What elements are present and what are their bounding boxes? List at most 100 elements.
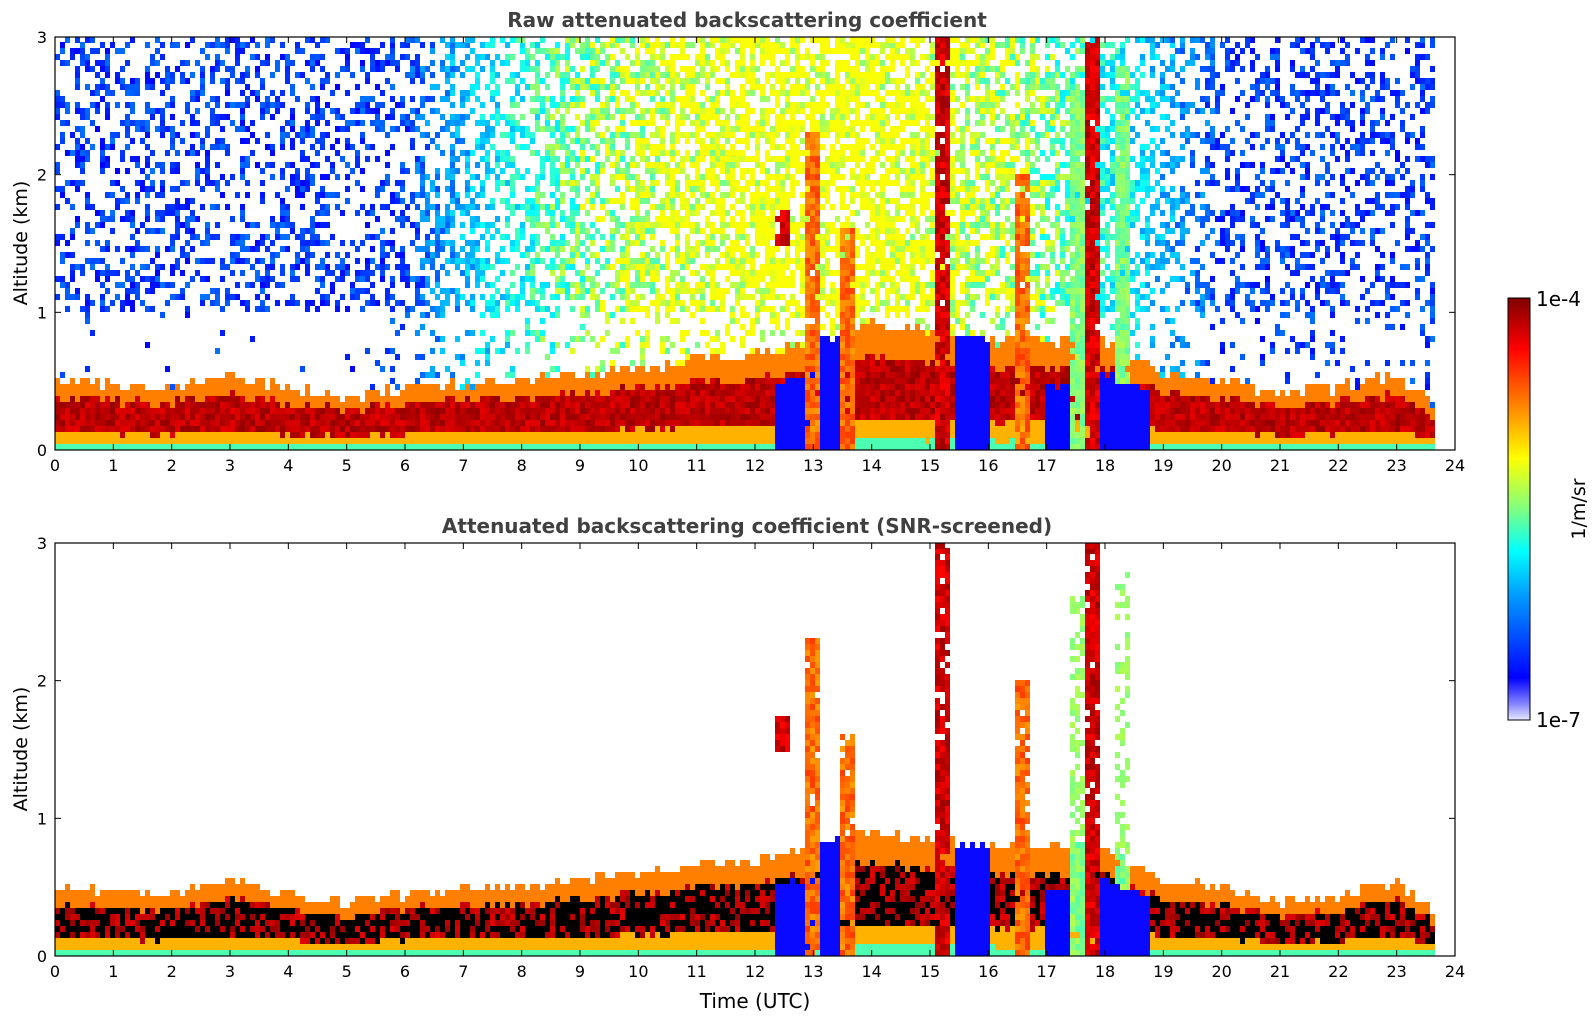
heat-cell xyxy=(550,222,555,228)
heat-cell xyxy=(435,222,440,228)
heat-cell xyxy=(515,246,520,252)
heat-cell xyxy=(650,300,655,306)
heat-cell xyxy=(550,270,555,276)
heat-cell xyxy=(490,426,495,432)
heat-cell xyxy=(665,402,670,408)
heat-cell xyxy=(580,402,585,408)
heat-cell xyxy=(730,240,735,246)
heat-cell xyxy=(665,288,670,294)
heat-cell xyxy=(540,222,545,228)
heat-cell xyxy=(740,258,745,264)
heat-cell xyxy=(175,258,180,264)
heat-cell xyxy=(315,234,320,240)
heat-cell xyxy=(60,48,65,54)
heat-cell xyxy=(620,288,625,294)
heat-cell xyxy=(655,294,660,300)
heat-cell xyxy=(670,276,675,282)
heat-cell xyxy=(545,246,550,252)
heat-cell xyxy=(755,432,760,438)
heat-cell xyxy=(625,258,630,264)
heat-cell xyxy=(290,300,295,306)
heat-cell xyxy=(735,426,740,432)
heat-cell xyxy=(355,210,360,216)
heat-cell xyxy=(720,132,725,138)
heat-cell xyxy=(730,360,735,366)
heat-cell xyxy=(235,78,240,84)
heat-cell xyxy=(60,390,65,396)
heat-cell xyxy=(740,390,745,396)
heat-cell xyxy=(140,168,145,174)
heat-cell xyxy=(575,78,580,84)
heat-cell xyxy=(575,37,580,43)
heat-cell xyxy=(720,348,725,354)
heat-cell xyxy=(60,252,65,258)
heat-cell xyxy=(335,84,340,90)
heat-cell xyxy=(715,144,720,150)
heat-cell xyxy=(130,276,135,282)
heat-cell xyxy=(265,396,270,402)
heat-cell xyxy=(740,102,745,108)
heat-cell xyxy=(275,228,280,234)
heat-cell xyxy=(625,66,630,72)
heat-cell xyxy=(570,222,575,228)
heat-cell xyxy=(105,90,110,96)
heat-cell xyxy=(610,132,615,138)
heat-cell xyxy=(150,402,155,408)
heat-cell xyxy=(380,402,385,408)
heat-cell xyxy=(315,198,320,204)
heat-cell xyxy=(60,192,65,198)
heat-cell xyxy=(100,408,105,414)
heat-cell xyxy=(120,432,125,438)
heat-cell xyxy=(605,402,610,408)
heat-cell xyxy=(135,120,140,126)
heat-cell xyxy=(670,138,675,144)
heat-cell xyxy=(55,234,60,240)
heat-cell xyxy=(515,120,520,126)
heat-cell xyxy=(495,396,500,402)
heat-cell xyxy=(725,150,730,156)
heat-cell xyxy=(480,276,485,282)
heat-cell xyxy=(260,258,265,264)
heat-cell xyxy=(95,84,100,90)
heat-cell xyxy=(565,282,570,288)
heat-cell xyxy=(340,408,345,414)
heat-cell xyxy=(430,84,435,90)
heat-cell xyxy=(680,276,685,282)
heat-cell xyxy=(570,78,575,84)
heat-cell xyxy=(660,300,665,306)
heat-cell xyxy=(230,66,235,72)
heat-cell xyxy=(220,258,225,264)
heat-cell xyxy=(515,300,520,306)
heat-cell xyxy=(155,228,160,234)
heat-cell xyxy=(540,258,545,264)
heat-cell xyxy=(205,444,210,450)
heat-cell xyxy=(325,396,330,402)
heat-cell xyxy=(765,234,770,240)
heat-cell xyxy=(760,288,765,294)
heat-cell xyxy=(475,360,480,366)
heat-cell xyxy=(440,300,445,306)
heat-cell xyxy=(760,180,765,186)
heat-cell xyxy=(730,246,735,252)
heat-cell xyxy=(360,432,365,438)
heat-cell xyxy=(740,84,745,90)
heat-cell xyxy=(530,438,535,444)
heat-cell xyxy=(170,102,175,108)
heat-cell xyxy=(670,156,675,162)
heat-cell xyxy=(220,114,225,120)
heat-cell xyxy=(290,276,295,282)
heat-cell xyxy=(370,66,375,72)
heat-cell xyxy=(100,168,105,174)
heat-cell xyxy=(445,384,450,390)
heat-cell xyxy=(535,42,540,48)
heat-cell xyxy=(225,288,230,294)
heat-cell xyxy=(700,186,705,192)
heat-cell xyxy=(715,444,720,450)
heat-cell xyxy=(330,144,335,150)
heat-cell xyxy=(600,390,605,396)
heat-cell xyxy=(325,270,330,276)
heat-cell xyxy=(710,138,715,144)
heat-cell xyxy=(560,138,565,144)
heat-cell xyxy=(640,37,645,43)
heat-cell xyxy=(255,426,260,432)
